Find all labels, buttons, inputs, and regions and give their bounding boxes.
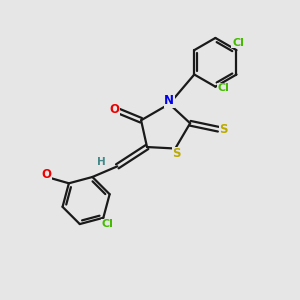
- Text: Cl: Cl: [232, 38, 244, 48]
- Text: S: S: [172, 147, 181, 161]
- Text: N: N: [164, 94, 174, 107]
- Text: Cl: Cl: [218, 83, 230, 93]
- Text: S: S: [220, 123, 228, 136]
- Text: O: O: [109, 103, 119, 116]
- Text: Cl: Cl: [102, 219, 114, 229]
- Text: O: O: [42, 168, 52, 181]
- Text: H: H: [98, 157, 106, 167]
